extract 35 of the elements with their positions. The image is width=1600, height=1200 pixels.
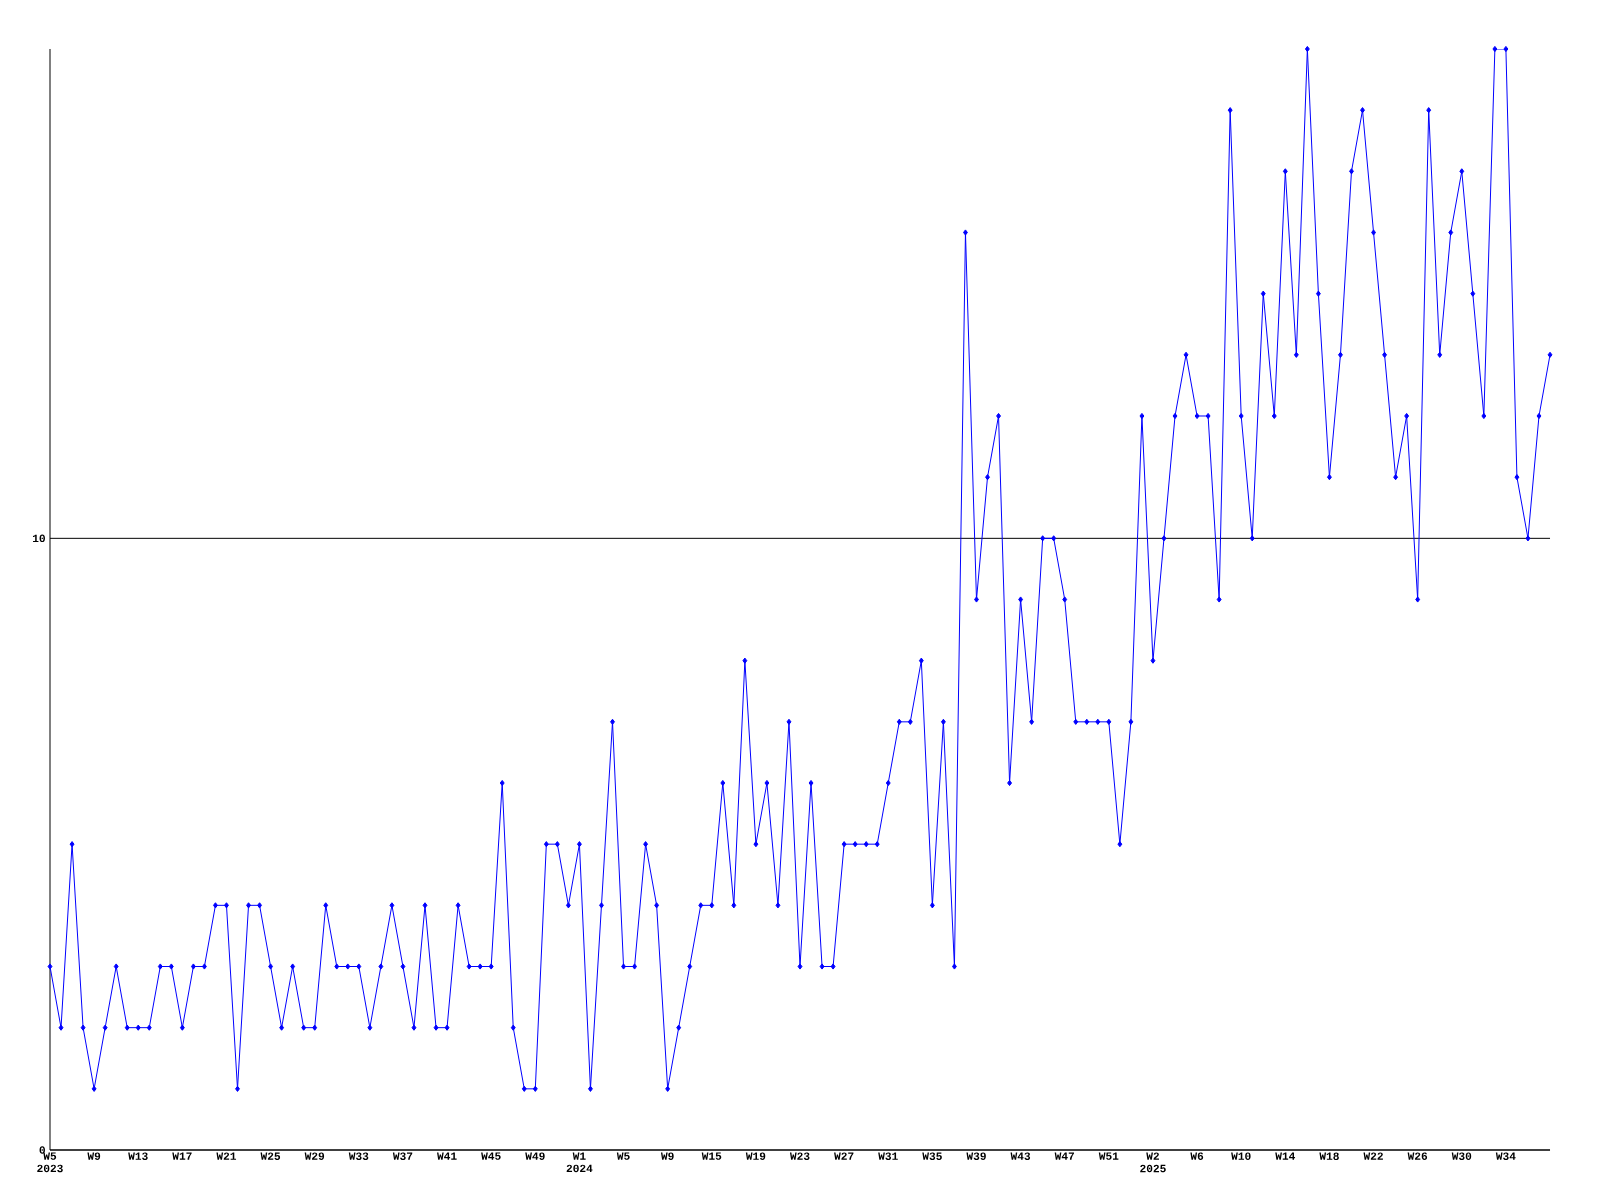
x-tick-label: W1 2024: [566, 1152, 593, 1173]
x-tick-label: W15: [701, 1152, 722, 1160]
x-tick-label: W6: [1190, 1152, 1204, 1160]
x-tick-label: W27: [834, 1152, 854, 1160]
x-tick-label: W5: [616, 1152, 630, 1160]
x-tick-label: W39: [966, 1152, 986, 1160]
x-tick-label: W51: [1098, 1152, 1119, 1160]
x-tick-label: W29: [304, 1152, 325, 1160]
x-tick-label: W23: [789, 1152, 810, 1160]
x-tick-label: W17: [172, 1152, 192, 1160]
x-tick-label: W35: [922, 1152, 942, 1160]
x-tick-label: W41: [437, 1152, 457, 1160]
x-tick-label: W13: [128, 1152, 148, 1160]
x-tick-label: W49: [525, 1152, 545, 1160]
x-tick-label: W31: [878, 1152, 898, 1160]
x-tick-label: W10: [1231, 1152, 1251, 1160]
x-tick-label: W22: [1363, 1152, 1383, 1160]
x-tick-label: W14: [1275, 1152, 1296, 1160]
x-tick-label: W9: [87, 1152, 101, 1160]
x-tick-label: W47: [1054, 1152, 1074, 1160]
x-tick-label: W43: [1010, 1152, 1031, 1160]
x-tick-label: W2 2025: [1140, 1152, 1166, 1173]
x-tick-label: W9: [660, 1152, 674, 1160]
x-tick-label: W34: [1495, 1152, 1516, 1160]
y-tick-label: 0: [39, 1146, 45, 1154]
x-tick-label: W26: [1407, 1152, 1428, 1160]
x-tick-label: W21: [216, 1152, 237, 1160]
x-tick-label: W19: [745, 1152, 766, 1160]
x-tick-label: W18: [1319, 1152, 1339, 1160]
x-tick-label: W37: [392, 1152, 413, 1160]
y-tick-label: 10: [32, 534, 45, 543]
x-tick-label: W33: [348, 1152, 369, 1160]
x-tick-label: W25: [260, 1152, 281, 1160]
x-tick-label: W30: [1451, 1152, 1472, 1160]
x-tick-label: W45: [481, 1152, 501, 1160]
